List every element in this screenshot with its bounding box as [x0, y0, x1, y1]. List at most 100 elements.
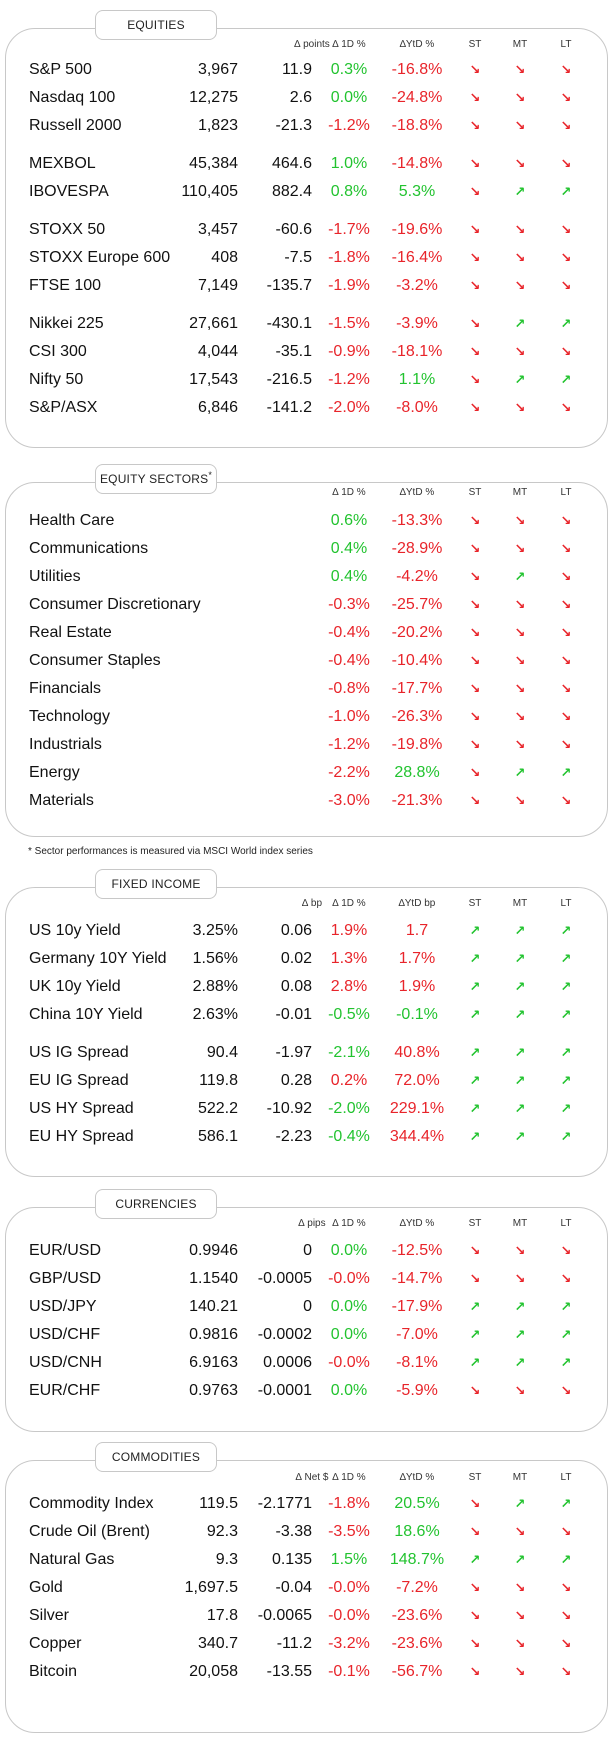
- row-1d-change: -0.0%: [328, 1270, 370, 1287]
- equities-header-st: ST: [468, 39, 482, 50]
- arrow-down-right-icon: ↘: [514, 1524, 526, 1539]
- row-name: CSI 300: [29, 343, 87, 360]
- table-row: EUR/USD 0.9946 0 0.0% -12.5% ↘ ↘ ↘: [0, 1237, 616, 1265]
- table-row: Crude Oil (Brent) 92.3 -3.38 -3.5% 18.6% ↘ ↘ ↘: [0, 1518, 616, 1546]
- arrow-up-right-icon: ↗: [514, 1552, 526, 1567]
- row-ytd-change: -21.3%: [391, 792, 443, 809]
- arrow-down-right-icon: ↘: [514, 1664, 526, 1679]
- row-name: Technology: [29, 708, 110, 725]
- row-name: Nasdaq 100: [29, 89, 116, 106]
- table-row: Consumer Discretionary -0.3% -25.7% ↘ ↘ ↘: [0, 591, 616, 619]
- arrow-down-right-icon: ↘: [560, 625, 572, 640]
- row-name: EUR/USD: [29, 1242, 102, 1259]
- table-row: S&P 500 3,967 11.9 0.3% -16.8% ↘ ↘ ↘: [0, 56, 616, 84]
- row-value: 119.5: [199, 1495, 238, 1512]
- arrow-down-right-icon: ↘: [469, 344, 481, 359]
- arrow-down-right-icon: ↘: [469, 1524, 481, 1539]
- row-name: US HY Spread: [29, 1100, 134, 1117]
- arrow-down-right-icon: ↘: [514, 222, 526, 237]
- row-value: 110,405: [181, 183, 238, 200]
- arrow-up-right-icon: ↗: [560, 1496, 572, 1511]
- row-1d-change: -0.4%: [328, 624, 370, 641]
- arrow-down-right-icon: ↘: [469, 184, 481, 199]
- arrow-down-right-icon: ↘: [560, 709, 572, 724]
- row-change: 0.0006: [263, 1354, 312, 1371]
- arrow-down-right-icon: ↘: [469, 681, 481, 696]
- sectors-header-ytd: ∆YtD %: [399, 487, 435, 498]
- equities-header-lt: LT: [560, 39, 572, 50]
- equities-panel: [5, 28, 608, 448]
- arrow-up-right-icon: ↗: [514, 372, 526, 387]
- row-value: 3,967: [197, 61, 238, 78]
- row-name: US 10y Yield: [29, 922, 121, 939]
- row-name: GBP/USD: [29, 1270, 102, 1287]
- arrow-up-right-icon: ↗: [560, 1101, 572, 1116]
- row-1d-change: -1.8%: [328, 249, 370, 266]
- row-name: EUR/CHF: [29, 1382, 101, 1399]
- row-change: -60.6: [275, 221, 312, 238]
- fixed-income-header-chg: ∆ bp: [301, 898, 323, 909]
- row-change: 0.08: [280, 978, 312, 995]
- sectors-header-st: ST: [468, 487, 482, 498]
- row-name: USD/JPY: [29, 1298, 97, 1315]
- row-change: -141.2: [266, 399, 312, 416]
- currencies-header-mt: MT: [512, 1218, 528, 1229]
- arrow-up-right-icon: ↗: [514, 979, 526, 994]
- row-value: 17.8: [206, 1607, 238, 1624]
- row-name: Nikkei 225: [29, 315, 104, 332]
- row-change: -7.5: [284, 249, 312, 266]
- row-value: 92.3: [206, 1523, 238, 1540]
- arrow-down-right-icon: ↘: [514, 118, 526, 133]
- row-1d-change: 0.3%: [330, 61, 368, 78]
- arrow-down-right-icon: ↘: [514, 1383, 526, 1398]
- row-ytd-change: 28.8%: [394, 764, 440, 781]
- row-1d-change: 0.0%: [330, 1242, 368, 1259]
- commodities-header-d1: ∆ 1D %: [332, 1472, 366, 1483]
- row-value: 12,275: [189, 89, 238, 106]
- table-row: USD/JPY 140.21 0 0.0% -17.9% ↗ ↗ ↗: [0, 1293, 616, 1321]
- row-ytd-change: -10.4%: [391, 652, 443, 669]
- row-1d-change: -0.0%: [328, 1579, 370, 1596]
- row-ytd-change: -7.0%: [396, 1326, 438, 1343]
- row-ytd-change: -14.7%: [391, 1270, 443, 1287]
- arrow-down-right-icon: ↘: [469, 250, 481, 265]
- table-row: Gold 1,697.5 -0.04 -0.0% -7.2% ↘ ↘ ↘: [0, 1574, 616, 1602]
- arrow-down-right-icon: ↘: [469, 372, 481, 387]
- arrow-up-right-icon: ↗: [514, 1496, 526, 1511]
- row-ytd-change: -8.0%: [396, 399, 438, 416]
- row-1d-change: 0.0%: [330, 1382, 368, 1399]
- table-row: Industrials -1.2% -19.8% ↘ ↘ ↘: [0, 731, 616, 759]
- arrow-down-right-icon: ↘: [469, 569, 481, 584]
- fixed-income-header-mt: MT: [512, 898, 528, 909]
- arrow-down-right-icon: ↘: [560, 278, 572, 293]
- arrow-down-right-icon: ↘: [560, 118, 572, 133]
- row-ytd-change: -16.8%: [391, 61, 443, 78]
- arrow-up-right-icon: ↗: [560, 1327, 572, 1342]
- row-1d-change: 1.3%: [330, 950, 368, 967]
- row-1d-change: 0.4%: [330, 540, 368, 557]
- row-ytd-change: 40.8%: [394, 1044, 440, 1061]
- arrow-down-right-icon: ↘: [560, 681, 572, 696]
- arrow-up-right-icon: ↗: [514, 184, 526, 199]
- row-change: -430.1: [266, 315, 312, 332]
- arrow-down-right-icon: ↘: [469, 90, 481, 105]
- arrow-up-right-icon: ↗: [514, 316, 526, 331]
- table-row: Utilities 0.4% -4.2% ↘ ↗ ↘: [0, 563, 616, 591]
- table-row: China 10Y Yield 2.63% -0.01 -0.5% -0.1% ↗ ↗ ↗: [0, 1001, 616, 1029]
- row-ytd-change: 5.3%: [398, 183, 436, 200]
- equity-sectors-title: EQUITY SECTORS*: [95, 464, 217, 494]
- arrow-down-right-icon: ↘: [560, 1664, 572, 1679]
- arrow-down-right-icon: ↘: [469, 222, 481, 237]
- row-change: 0.28: [280, 1072, 312, 1089]
- table-row: Technology -1.0% -26.3% ↘ ↘ ↘: [0, 703, 616, 731]
- table-row: Energy -2.2% 28.8% ↘ ↗ ↗: [0, 759, 616, 787]
- arrow-up-right-icon: ↗: [514, 1129, 526, 1144]
- row-ytd-change: -28.9%: [391, 540, 443, 557]
- table-row: US IG Spread 90.4 -1.97 -2.1% 40.8% ↗ ↗ ↗: [0, 1039, 616, 1067]
- row-1d-change: -0.0%: [328, 1607, 370, 1624]
- table-row: Nikkei 225 27,661 -430.1 -1.5% -3.9% ↘ ↗ ↗: [0, 310, 616, 338]
- arrow-down-right-icon: ↘: [560, 1383, 572, 1398]
- table-row: US 10y Yield 3.25% 0.06 1.9% 1.7 ↗ ↗ ↗: [0, 917, 616, 945]
- row-1d-change: -0.9%: [328, 343, 370, 360]
- row-name: Germany 10Y Yield: [29, 950, 167, 967]
